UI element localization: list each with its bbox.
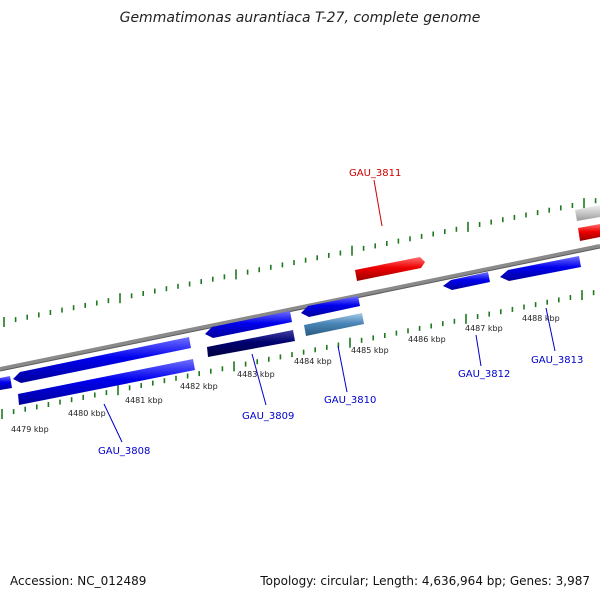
genome-backbone-shadow [0,247,600,372]
scale-labels: 4479 kbp 4480 kbp 4481 kbp 4482 kbp 4483 kbp… [11,314,560,434]
gene-label-gau-3812[interactable]: GAU_3812 [458,369,510,380]
scale-label: 4484 kbp [294,357,332,366]
gene-arrow-gau-3812[interactable] [443,272,490,290]
leader-line-gau-3812 [475,334,482,367]
gene-arrow-gau-3810-blue[interactable] [301,296,360,317]
leader-line-gau-3813 [545,307,556,352]
leader-line-gau-3809 [251,353,267,406]
scale-label: 4482 kbp [180,382,218,391]
leader-line-gau-3808 [103,403,123,443]
gene-label-gau-3809[interactable]: GAU_3809 [242,411,294,422]
scale-label: 4488 kbp [522,314,560,323]
scale-label: 4481 kbp [125,396,163,405]
gene-arrow-gau-3813[interactable] [500,256,581,281]
genome-backbone [0,244,600,371]
leader-line-gau-3810 [337,345,348,393]
gene-arrow-forward-partial-grey[interactable] [575,205,600,221]
scale-label: 4483 kbp [237,370,275,379]
gene-arrow-reverse-partial-left[interactable] [0,376,12,390]
scale-label: 4486 kbp [408,335,446,344]
gene-arrow-reverse-upper-long[interactable] [13,337,191,383]
map-title: Gemmatimonas aurantiaca T-27, complete g… [119,10,481,26]
scale-label: 4487 kbp [465,324,503,333]
gene-label-gau-3813[interactable]: GAU_3813 [531,355,583,366]
gene-arrow-gau-3810[interactable] [304,313,364,336]
gene-arrow-gau-3808[interactable] [18,359,195,405]
gene-arrow-gau-3809[interactable] [207,330,295,357]
leader-line-gau-3811 [373,179,383,227]
gene-label-gau-3808[interactable]: GAU_3808 [98,446,150,457]
gene-label-gau-3811[interactable]: GAU_3811 [349,168,401,179]
gene-label-gau-3810[interactable]: GAU_3810 [324,395,376,406]
gene-arrow-forward-partial-red[interactable] [578,224,600,241]
genome-summary-text: Topology: circular; Length: 4,636,964 bp… [260,574,590,588]
accession-text: Accession: NC_012489 [10,574,147,588]
scale-label: 4480 kbp [68,409,106,418]
scale-label: 4479 kbp [11,425,49,434]
gene-arrow-gau-3811[interactable] [355,257,425,281]
upper-tick-track [3,198,597,327]
gene-arrow-reverse-middle[interactable] [205,311,292,338]
scale-label: 4485 kbp [351,346,389,355]
